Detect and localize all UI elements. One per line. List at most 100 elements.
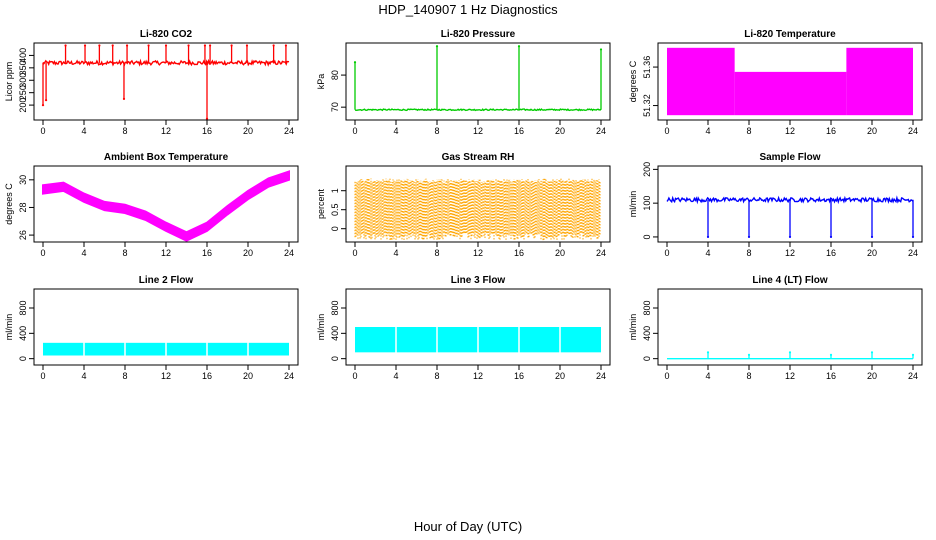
spike-point — [747, 353, 751, 356]
x-tick-label: 20 — [555, 126, 565, 136]
y-axis-label: ml/min — [628, 314, 638, 341]
spike-point — [353, 61, 357, 64]
y-tick-label: 250 — [18, 85, 28, 100]
x-tick-label: 16 — [202, 248, 212, 258]
spike-point — [147, 44, 150, 47]
x-tick-label: 12 — [785, 248, 795, 258]
spike-point — [517, 45, 521, 48]
series-sample-flow — [666, 195, 915, 239]
x-tick-label: 0 — [664, 371, 669, 381]
x-tick-label: 20 — [867, 371, 877, 381]
y-tick-label: 51.36 — [642, 56, 652, 79]
spike-point — [205, 117, 209, 120]
x-tick-label: 16 — [514, 248, 524, 258]
spike-point — [435, 45, 439, 48]
x-tick-label: 8 — [746, 248, 751, 258]
spike-point — [706, 351, 710, 354]
x-tick-label: 12 — [473, 371, 483, 381]
y-tick-label: 100 — [642, 196, 652, 211]
x-tick-label: 4 — [393, 248, 398, 258]
panel-title: Ambient Box Temperature — [104, 152, 229, 163]
spike-point — [245, 44, 249, 47]
x-tick-label: 8 — [434, 248, 439, 258]
panel-title: Li-820 Temperature — [744, 29, 836, 40]
y-tick-label: 200 — [18, 98, 28, 113]
spike-point — [747, 235, 751, 239]
x-tick-label: 8 — [434, 126, 439, 136]
band-segment — [667, 47, 735, 116]
panel-title: Line 3 Flow — [451, 275, 506, 286]
y-axis-label: Licor ppm — [4, 62, 14, 102]
panel-title: Li-820 Pressure — [441, 29, 516, 40]
y-tick-label: 400 — [642, 326, 652, 341]
x-tick-label: 24 — [596, 126, 606, 136]
spike-point — [44, 99, 48, 102]
y-tick-label: 350 — [18, 60, 28, 75]
x-tick-label: 0 — [664, 126, 669, 136]
y-tick-label: 400 — [330, 326, 340, 341]
series-line-3-flow — [355, 289, 601, 365]
x-tick-label: 12 — [785, 126, 795, 136]
spike-point — [599, 48, 603, 51]
x-tick-label: 4 — [705, 371, 710, 381]
x-tick-label: 4 — [393, 371, 398, 381]
x-tick-label: 24 — [908, 371, 918, 381]
y-tick-label: 70 — [330, 102, 340, 112]
y-axis-label: degrees C — [628, 60, 638, 102]
panel-li-820-temperature: Li-820 Temperature 0 4 8 12 16 20 24 51.32 51.36 d… — [628, 29, 923, 136]
spike-point — [187, 44, 190, 47]
x-tick-label: 16 — [826, 371, 836, 381]
series-gas-stream-rh — [354, 178, 601, 241]
panel-title: Line 4 (LT) Flow — [752, 275, 828, 286]
y-tick-label: 300 — [18, 73, 28, 88]
y-tick-label: 800 — [330, 300, 340, 315]
panel-line-3-flow: Line 3 Flow 0 4 8 12 16 20 24 0 400 800 ml/min — [316, 275, 611, 381]
spike-point — [41, 103, 45, 107]
band-segment — [846, 47, 913, 116]
spike-point — [829, 235, 833, 239]
x-tick-label: 20 — [243, 126, 253, 136]
x-tick-label: 8 — [746, 371, 751, 381]
y-tick-label: 0 — [330, 226, 340, 231]
y-axis-label: ml/min — [316, 314, 326, 341]
spike-point — [870, 235, 874, 239]
x-tick-label: 20 — [243, 371, 253, 381]
y-tick-label: 1 — [330, 188, 340, 193]
series-ambient-box-temperature — [42, 170, 290, 242]
x-tick-label: 24 — [284, 248, 294, 258]
spike-point — [203, 44, 207, 47]
x-tick-label: 24 — [596, 248, 606, 258]
spike-point — [272, 44, 275, 47]
x-tick-label: 8 — [746, 126, 751, 136]
plot-frame — [345, 42, 611, 121]
x-tick-label: 24 — [284, 371, 294, 381]
spike-point — [911, 353, 915, 356]
x-tick-label: 0 — [352, 371, 357, 381]
y-tick-label: 400 — [18, 48, 28, 63]
panel-ambient-box-temperature: Ambient Box Temperature 0 4 8 12 16 20 24 26 28 30… — [4, 152, 299, 258]
x-tick-label: 8 — [122, 126, 127, 136]
panel-title: Li-820 CO2 — [140, 29, 193, 40]
x-tick-label: 0 — [352, 248, 357, 258]
spike-point — [230, 44, 233, 47]
x-tick-label: 16 — [514, 371, 524, 381]
x-tick-label: 20 — [243, 248, 253, 258]
x-tick-label: 20 — [867, 248, 877, 258]
y-tick-label: 800 — [642, 300, 652, 315]
x-tick-label: 12 — [473, 248, 483, 258]
x-tick-label: 0 — [352, 126, 357, 136]
x-tick-label: 16 — [826, 126, 836, 136]
series-li-820-temperature — [667, 47, 913, 116]
y-axis-label: ml/min — [628, 191, 638, 218]
y-tick-label: 0 — [18, 356, 28, 361]
spike-point — [208, 44, 212, 47]
y-tick-label: 200 — [642, 162, 652, 177]
x-tick-label: 4 — [81, 126, 86, 136]
x-tick-label: 8 — [122, 248, 127, 258]
x-tick-label: 0 — [664, 248, 669, 258]
series-line-4-lt-flow — [667, 351, 915, 360]
x-tick-label: 12 — [161, 126, 171, 136]
x-tick-label: 20 — [867, 126, 877, 136]
